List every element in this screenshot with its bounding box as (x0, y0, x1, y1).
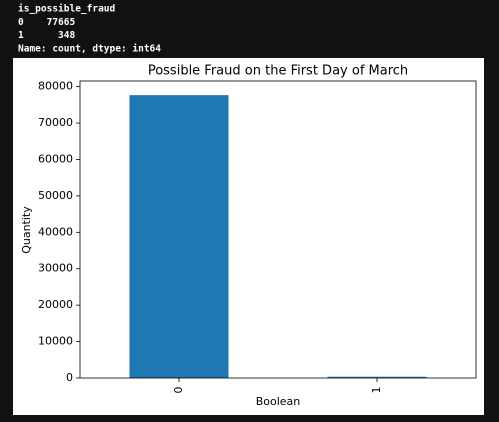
bar (327, 376, 427, 378)
y-tick-label: 80000 (38, 80, 73, 93)
x-tick-label: 1 (370, 387, 383, 394)
chart-title: Possible Fraud on the First Day of March (148, 64, 408, 79)
y-tick-label: 0 (66, 371, 73, 384)
y-tick-label: 20000 (38, 298, 73, 311)
x-axis-label: Boolean (256, 395, 301, 408)
output-line: is_possible_fraud (18, 4, 116, 15)
output-line: 1 348 (18, 30, 75, 41)
bar (129, 95, 229, 378)
output-line: Name: count, dtype: int64 (18, 43, 161, 54)
y-tick-label: 10000 (38, 335, 73, 348)
chart-image (13, 58, 484, 415)
y-tick-label: 30000 (38, 262, 73, 275)
axes-frame (79, 80, 477, 379)
x-tick-label: 0 (172, 387, 185, 394)
y-tick-label: 70000 (38, 116, 73, 129)
y-tick-label: 60000 (38, 152, 73, 165)
output-line: 0 77665 (18, 17, 75, 28)
y-axis-label: Quantity (20, 206, 33, 254)
y-tick-label: 50000 (38, 189, 73, 202)
y-tick-label: 40000 (38, 225, 73, 238)
